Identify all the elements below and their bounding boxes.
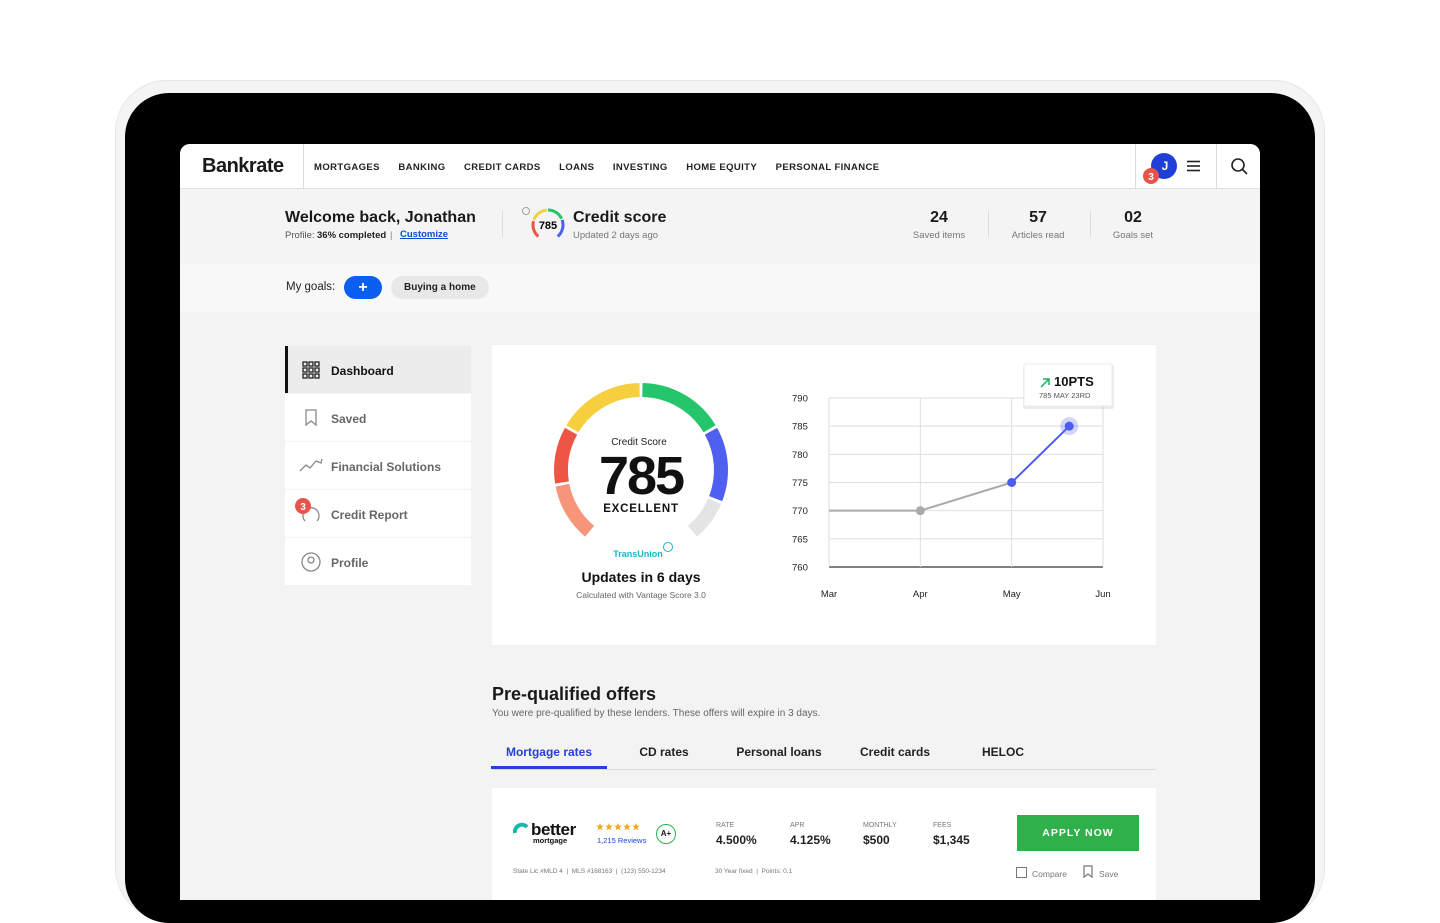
terms-text: 30 Year fixed | Points: 0.1 — [715, 868, 793, 875]
lender-logo-sub: mortgage — [533, 836, 568, 845]
welcome-title: Welcome back, Jonathan — [285, 209, 476, 226]
sidebar-item[interactable]: Dashboard — [285, 346, 471, 393]
sidebar-item[interactable]: Saved — [285, 394, 471, 441]
score-card — [492, 345, 1156, 645]
nav-link[interactable]: HOME EQUITY — [686, 162, 758, 173]
separator: | — [390, 230, 393, 241]
sidebar-label: Profile — [331, 556, 369, 570]
offer-tab[interactable]: Mortgage rates — [505, 745, 593, 759]
offer-tab[interactable]: Credit cards — [859, 745, 931, 759]
sidebar-label: Dashboard — [331, 364, 394, 378]
add-goal-button[interactable]: + — [344, 276, 382, 299]
divider — [988, 211, 989, 237]
sidebar-item[interactable]: Financial Solutions — [285, 442, 471, 489]
nav-bar: MORTGAGES BANKING CREDIT CARDS LOANS INVESTI… — [314, 162, 879, 173]
nav-link[interactable]: PERSONAL FINANCE — [775, 162, 880, 173]
divider — [1090, 211, 1091, 237]
sidebar-label: Saved — [331, 412, 367, 426]
profile-label: Profile: — [285, 230, 315, 241]
top-bar — [180, 144, 1260, 189]
page: Bankrate dashboard html, body { margin: … — [115, 80, 1325, 923]
metric-value: 4.125% — [790, 833, 831, 847]
compare-label[interactable]: Compare — [1032, 869, 1067, 879]
divider — [1135, 144, 1136, 189]
apply-button[interactable]: APPLY NOW — [1017, 815, 1139, 851]
divider — [502, 211, 503, 237]
reviews-link[interactable]: 1,215 Reviews — [597, 836, 647, 845]
credit-title: Credit score — [573, 209, 667, 226]
metric-label: FEES — [933, 822, 952, 829]
grade-badge: A+ — [656, 824, 676, 844]
offers-title: Pre-qualified offers — [492, 684, 657, 704]
stat-value: 24 — [930, 209, 948, 226]
summary-bar — [180, 189, 1260, 264]
metric-value: $1,345 — [933, 833, 970, 847]
stat-label: Articles read — [1011, 230, 1065, 241]
metric-label: APR — [790, 822, 805, 829]
license-text: State Lic #MLD 4 | MLS #168163 | (123) 5… — [513, 868, 666, 875]
sidebar-label: Financial Solutions — [331, 460, 442, 474]
compare-checkbox[interactable] — [1016, 867, 1027, 878]
divider — [303, 144, 304, 189]
offer-tab[interactable]: CD rates — [639, 745, 689, 759]
nav-link[interactable]: CREDIT CARDS — [464, 162, 541, 173]
nav-link[interactable]: MORTGAGES — [314, 162, 380, 173]
metric-label: RATE — [716, 822, 735, 829]
lender-logo: better — [531, 820, 576, 839]
screenshot: { "header": { "logo": "Bankrate", "nav":… — [115, 80, 1325, 923]
profile-value: 36% completed — [317, 230, 387, 241]
goals-bar — [180, 264, 1260, 312]
offers-subtitle: You were pre-qualified by these lenders.… — [492, 708, 821, 719]
credit-updated: Updated 2 days ago — [573, 230, 659, 241]
offer-tab[interactable]: Personal loans — [736, 745, 822, 759]
save-label[interactable]: Save — [1099, 869, 1119, 879]
tab-rule — [492, 769, 1156, 770]
stat-value: 57 — [1029, 209, 1047, 226]
nav-link[interactable]: INVESTING — [612, 162, 668, 173]
offer-tab[interactable]: HELOC — [982, 745, 1024, 759]
logo[interactable]: Bankrate — [202, 155, 284, 177]
sidebar-item[interactable]: Profile — [285, 538, 471, 585]
metric-value: 4.500% — [716, 833, 757, 847]
stat-label: Goals set — [1112, 230, 1154, 241]
sidebar-item[interactable]: Credit Report — [285, 490, 471, 537]
goals-label: My goals: — [286, 281, 336, 293]
goal-pill[interactable]: Buying a home — [391, 276, 489, 299]
sidebar-label: Credit Report — [331, 508, 408, 522]
metric-value: $500 — [863, 833, 890, 847]
nav-link[interactable]: BANKING — [398, 162, 446, 173]
nav-link[interactable]: LOANS — [559, 162, 595, 173]
goal-list: Buying a home — [391, 276, 489, 299]
stat-value: 02 — [1124, 209, 1142, 226]
metric-label: MONTHLY — [863, 822, 897, 829]
active-tab-indicator — [491, 766, 607, 769]
customize-link[interactable]: Customize — [400, 229, 449, 240]
divider — [1216, 144, 1217, 189]
stat-label: Saved items — [912, 230, 966, 241]
